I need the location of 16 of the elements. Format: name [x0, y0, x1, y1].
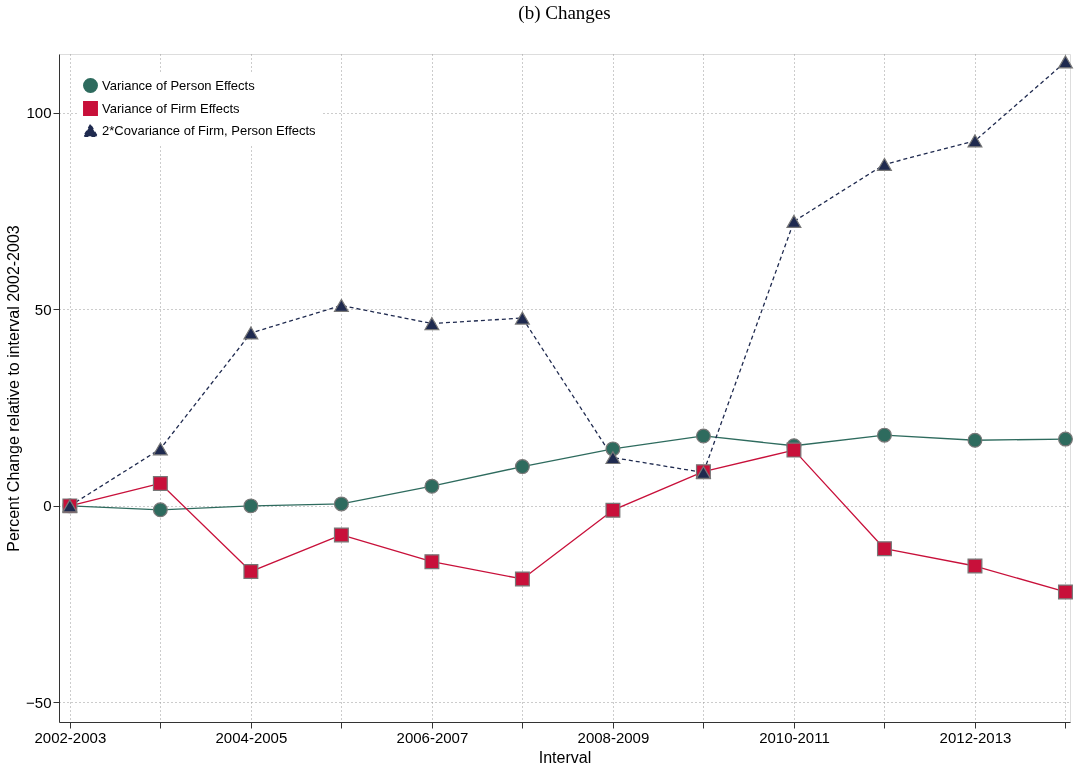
y-axis-title: Percent Change relative to interval 2002-2003 [5, 225, 23, 552]
x-tick-label: 2004-2005 [215, 728, 288, 746]
x-tick-label: 2012-2013 [939, 728, 1012, 746]
x-tick-label: 2010-2011 [759, 728, 830, 746]
legend-label: Variance of Person Effects [102, 77, 256, 93]
x-tick-label: 2002-2003 [34, 728, 107, 746]
x-tick-label: 2006-2007 [396, 728, 469, 746]
y-tick-label: −50 [26, 693, 52, 711]
x-axis-title: Interval [538, 748, 592, 766]
x-tick-label: 2008-2009 [577, 728, 650, 746]
y-tick-label: 50 [34, 300, 52, 318]
legend-label: Variance of Firm Effects [102, 100, 241, 116]
chart-title: (b) Changes [518, 2, 611, 25]
legend-label: 2*Covariance of Firm, Person Effects [102, 122, 317, 138]
y-tick-label: 0 [43, 497, 52, 515]
y-tick-label: 100 [26, 104, 52, 122]
